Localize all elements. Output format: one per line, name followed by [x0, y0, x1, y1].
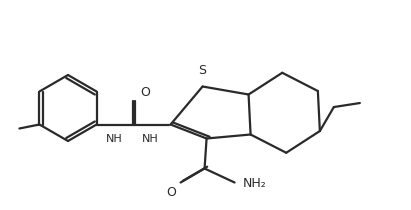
Text: NH: NH — [106, 134, 123, 143]
Text: S: S — [199, 64, 207, 77]
Text: NH: NH — [142, 134, 159, 143]
Text: NH₂: NH₂ — [242, 177, 266, 190]
Text: O: O — [167, 186, 177, 199]
Text: O: O — [141, 87, 150, 100]
